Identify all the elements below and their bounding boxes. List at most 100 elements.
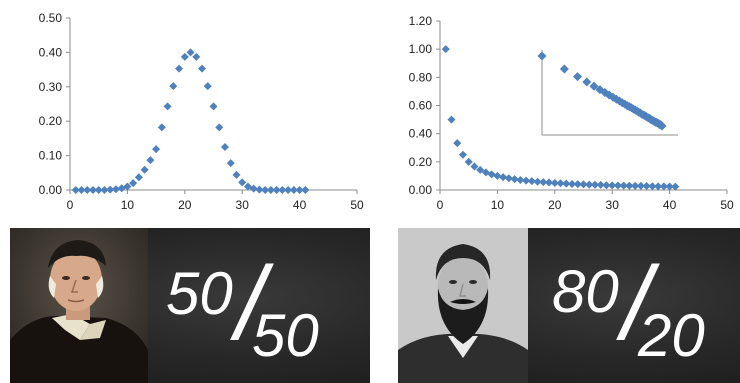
chart-power-law: 0.00 0.20 0.40 0.60 0.80 1.00 1.20 0 10 20 30 40 50	[370, 0, 740, 226]
y-tick-label: 1.20	[409, 14, 433, 28]
x-tick-label: 50	[350, 198, 364, 212]
inset-data-point	[657, 121, 667, 131]
data-point	[562, 179, 571, 188]
data-point	[499, 173, 508, 182]
data-point	[602, 181, 611, 190]
data-point	[266, 186, 275, 194]
data-point	[654, 182, 663, 191]
inset-data-point	[589, 81, 599, 91]
data-point	[255, 185, 264, 194]
data-point	[140, 165, 149, 174]
gauss-portrait-image	[10, 228, 148, 383]
data-point	[493, 171, 502, 180]
x-tick-label: 10	[121, 198, 135, 212]
y-tick-label: 0.50	[39, 11, 63, 25]
data-point	[447, 115, 456, 124]
x-tick-label: 30	[236, 198, 250, 212]
data-point	[100, 186, 109, 194]
y-tick-label: 1.00	[409, 42, 433, 56]
data-point	[596, 180, 605, 189]
data-point	[232, 170, 241, 179]
data-point	[613, 181, 622, 190]
data-point	[129, 179, 138, 188]
data-point	[590, 180, 599, 189]
data-point	[83, 186, 92, 194]
pareto-portrait-image	[398, 228, 528, 383]
inset-data-point	[582, 77, 592, 87]
data-point	[671, 182, 680, 191]
data-point	[470, 162, 479, 171]
data-point	[94, 186, 103, 194]
data-point	[487, 170, 496, 179]
data-point	[458, 150, 467, 159]
data-point	[220, 143, 229, 151]
data-point	[77, 186, 86, 194]
data-point	[619, 181, 628, 190]
y-tick-label: 0.40	[409, 127, 433, 141]
data-point	[180, 52, 189, 61]
data-point	[186, 48, 195, 57]
y-tick-label: 0.00	[39, 183, 63, 197]
ratio-denominator: 50	[252, 302, 319, 369]
data-point	[117, 184, 126, 193]
data-point	[648, 182, 657, 191]
data-point	[175, 64, 184, 73]
data-point	[642, 182, 651, 191]
y-tick-label: 0.20	[39, 114, 63, 128]
data-point	[556, 179, 565, 188]
ratio-numerator: 80	[552, 258, 619, 325]
data-point	[111, 185, 120, 194]
y-tick-label: 0.80	[409, 70, 433, 84]
ratio-80-20: 80 / 20	[552, 228, 738, 383]
data-point	[226, 159, 235, 168]
chart-power-law-svg: 0.00 0.20 0.40 0.60 0.80 1.00 1.20 0 10 20 30 40 50	[409, 14, 734, 212]
inset-data-point	[604, 90, 614, 100]
chart-normal-distribution: 0.00 0.10 0.20 0.30 0.40 0.50 0 10 20 30 40 50	[0, 0, 370, 226]
data-point	[157, 123, 166, 132]
data-point	[88, 186, 97, 194]
inset-data-point	[559, 64, 569, 74]
x-tick-label: 0	[437, 198, 444, 212]
x-tick-label: 10	[491, 198, 505, 212]
y-tick-label: 0.60	[409, 99, 433, 113]
data-point	[533, 177, 542, 186]
x-tick-label: 40	[663, 198, 677, 212]
data-point	[289, 186, 298, 194]
data-point	[510, 175, 519, 184]
data-point	[631, 181, 640, 190]
data-point	[585, 180, 594, 189]
data-point	[545, 178, 554, 187]
data-point	[123, 182, 132, 191]
ratio-numerator: 50	[166, 260, 233, 327]
data-point	[476, 165, 485, 174]
inset-data-point	[608, 92, 618, 102]
ratio-denominator: 20	[638, 302, 705, 369]
x-tick-label: 30	[606, 198, 620, 212]
inset-data-point	[537, 51, 547, 61]
x-tick-label: 0	[67, 198, 74, 212]
data-point	[152, 145, 161, 154]
data-point	[169, 82, 178, 91]
data-point	[215, 123, 224, 132]
y-tick-label: 0.30	[39, 80, 63, 94]
data-point	[539, 178, 548, 187]
x-tick-label: 20	[178, 198, 192, 212]
chart-normal-svg: 0.00 0.10 0.20 0.30 0.40 0.50 0 10 20 30 40 50	[39, 11, 364, 212]
y-tick-label: 0.20	[409, 155, 433, 169]
data-point	[516, 176, 525, 185]
data-point	[522, 176, 531, 185]
data-point	[550, 178, 559, 187]
data-point	[203, 82, 212, 91]
y-tick-label: 0.00	[409, 183, 433, 197]
data-point	[238, 178, 247, 187]
data-point	[579, 180, 588, 189]
inset-data-point	[611, 94, 621, 104]
data-point	[284, 186, 293, 194]
data-point	[249, 184, 258, 193]
data-point	[301, 186, 310, 194]
data-point	[134, 173, 143, 182]
data-point	[192, 52, 201, 61]
data-point	[665, 182, 674, 191]
data-point	[568, 179, 577, 188]
ratio-slash: /	[622, 246, 651, 362]
